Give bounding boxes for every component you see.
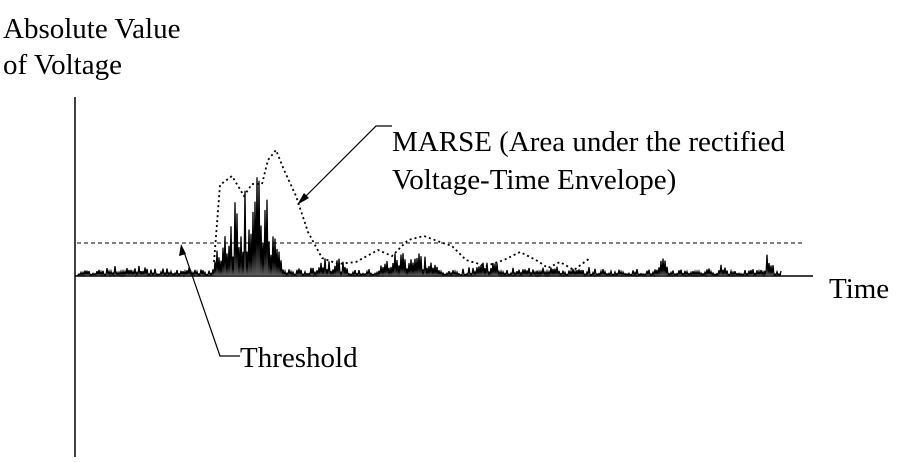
marse-envelope-curve xyxy=(213,148,591,272)
y-axis-label-line1: Absolute Value xyxy=(3,13,181,45)
threshold-annotation: Threshold xyxy=(240,342,358,374)
marse-annotation-line2: Voltage-Time Envelope) xyxy=(392,164,677,196)
threshold-arrowhead xyxy=(179,244,186,256)
marse-annotation-line1: MARSE (Area under the rectified xyxy=(392,126,785,158)
marse-leader-line xyxy=(302,125,392,200)
marse-arrowhead xyxy=(297,193,309,205)
voltage-signal-trace xyxy=(77,177,782,278)
time-axis-label: Time xyxy=(829,273,890,305)
threshold-leader-line xyxy=(182,248,240,357)
y-axis-label-line2: of Voltage xyxy=(3,49,122,81)
